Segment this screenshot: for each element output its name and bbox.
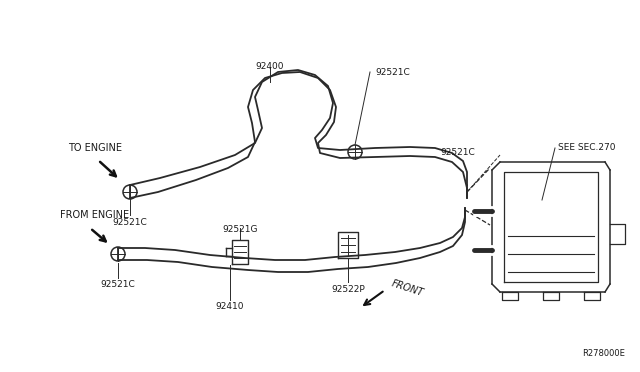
Text: 92521C: 92521C — [100, 280, 136, 289]
Text: 92521C: 92521C — [113, 218, 147, 227]
Text: 92410: 92410 — [216, 302, 244, 311]
Text: 92521C: 92521C — [375, 68, 410, 77]
Text: 92521C: 92521C — [440, 148, 475, 157]
Text: 92522P: 92522P — [331, 285, 365, 294]
Text: SEE SEC.270: SEE SEC.270 — [558, 143, 616, 152]
Text: FRONT: FRONT — [390, 278, 425, 298]
Text: R278000E: R278000E — [582, 349, 625, 358]
Text: FROM ENGINE: FROM ENGINE — [60, 210, 129, 220]
Text: 92521G: 92521G — [222, 225, 258, 234]
Text: 92400: 92400 — [256, 62, 284, 71]
Text: TO ENGINE: TO ENGINE — [68, 143, 122, 153]
